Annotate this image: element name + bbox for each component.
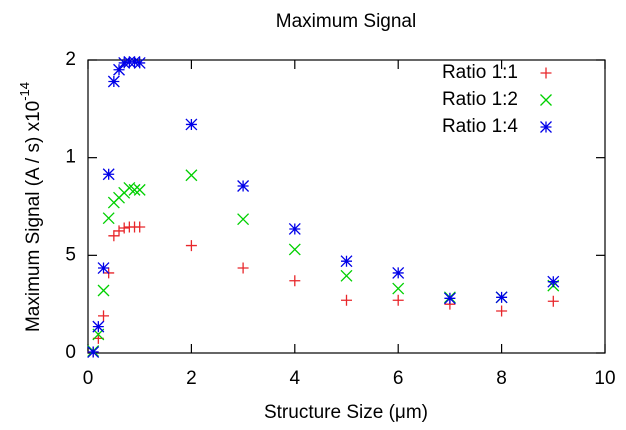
point [102, 212, 115, 225]
point [108, 230, 120, 242]
x-tick-label: 8 [496, 368, 507, 389]
legend-marker [540, 121, 552, 133]
plot-frame [87, 59, 606, 354]
point [133, 56, 146, 69]
x-tick-label: 10 [594, 368, 615, 389]
point [392, 294, 404, 306]
x-tick-label: 0 [83, 368, 94, 389]
point [97, 262, 110, 274]
point [113, 225, 125, 237]
point [340, 269, 353, 282]
point [237, 213, 250, 226]
point [288, 223, 301, 235]
y-axis-label: Maximum Signal (A / s) x10-14 [17, 82, 44, 332]
point [134, 221, 146, 233]
point [133, 183, 146, 196]
legend-marker [540, 67, 552, 79]
x-axis-label: Structure Size (μm) [264, 402, 428, 423]
point [113, 63, 125, 76]
point [128, 55, 141, 68]
point [547, 295, 559, 307]
legend-label: Ratio 1:1 [442, 62, 518, 83]
point [288, 243, 301, 256]
point [97, 284, 110, 297]
point [547, 275, 560, 288]
y-tick-label: 1 [65, 147, 76, 168]
legend-label: Ratio 1:2 [442, 89, 518, 110]
point [185, 169, 198, 182]
point [128, 183, 141, 196]
point [237, 262, 249, 274]
y-tick-label: 5 [65, 244, 76, 265]
point [118, 222, 130, 234]
x-tick-label: 2 [186, 368, 197, 389]
point [118, 56, 131, 69]
legend-label: Ratio 1:4 [442, 116, 518, 137]
point [92, 320, 105, 333]
point [392, 282, 405, 295]
point [185, 240, 197, 252]
point [185, 118, 198, 131]
y-tick-label: 2 [65, 49, 76, 70]
point [237, 180, 250, 192]
point [341, 294, 352, 306]
point [102, 168, 115, 181]
point [98, 310, 110, 322]
chart-title: Maximum Signal [276, 11, 416, 32]
point [340, 255, 353, 268]
point [392, 266, 405, 279]
x-tick-label: 6 [393, 368, 404, 389]
y-tick-label: 0 [65, 342, 76, 363]
point [87, 346, 100, 358]
y-axis-label-exponent: -14 [17, 82, 32, 101]
x-tick-label: 4 [290, 368, 301, 389]
point [289, 275, 301, 287]
legend-marker [540, 94, 552, 106]
point [443, 292, 456, 305]
point [496, 305, 508, 317]
point [495, 291, 508, 304]
y-axis-label-text: Maximum Signal (A / s) x10 [23, 101, 44, 332]
point [107, 75, 120, 88]
